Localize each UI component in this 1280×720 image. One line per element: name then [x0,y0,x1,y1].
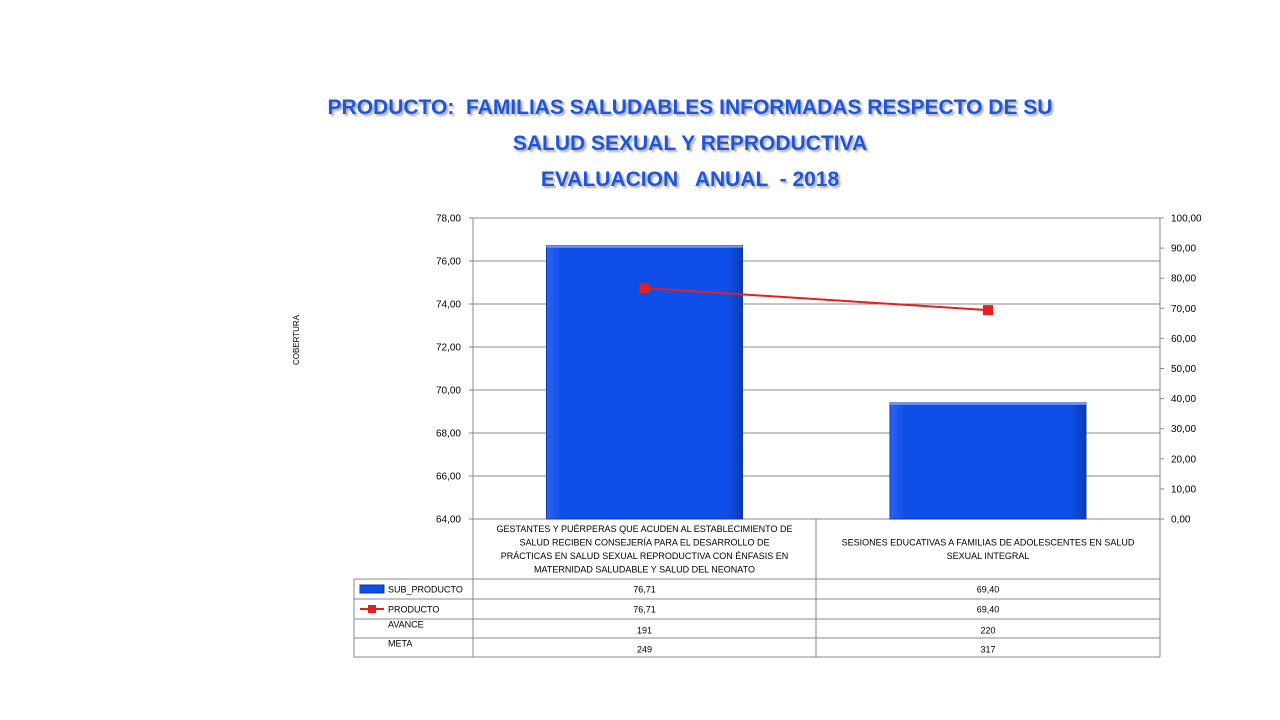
line-point-producto [983,305,993,316]
chart-title-line-1: PRODUCTO: FAMILIAS SALUDABLES INFORMADAS… [327,96,1053,119]
axes: 64,00 66,00 68,00 70,00 72,00 74,00 76,00 78,00… [436,214,1202,526]
table-cell-value: 191 [637,626,652,636]
x-category-label: MATERNIDAD SALUDABLE Y SALUD DEL NEONATO [534,564,755,574]
table-cell-value: 76,71 [633,605,656,615]
y-axis-label: COBERTURA [292,314,301,365]
line-producto [644,287,989,312]
table-row-name: SUB_PRODUCTO [388,585,463,595]
y-right-tick-label: 30,00 [1171,424,1196,435]
chart-title-line-3: EVALUACION ANUAL - 2018 [540,168,840,191]
y-right-tick-label: 20,00 [1171,454,1196,465]
legend-key-sub-producto [359,584,385,594]
y-right-tick-label: 70,00 [1171,304,1196,315]
x-category-label: SALUD RECIBEN CONSEJERÍA PARA EL DESARRO… [519,537,769,547]
x-category-label: GESTANTES Y PUÉRPERAS QUE ACUDEN AL ESTA… [497,524,793,534]
data-table: GESTANTES Y PUÉRPERAS QUE ACUDEN AL ESTA… [353,519,1161,658]
table-cell-value: 249 [637,645,652,655]
line-series [639,283,993,316]
bar-sub-producto [889,402,1087,520]
y-left-tick-label: 66,00 [436,472,461,483]
y-right-tick-label: 100,00 [1171,214,1202,225]
y-right-tick-label: 60,00 [1171,334,1196,345]
table-row-name: PRODUCTO [388,605,439,615]
chart-title-line-2: SALUD SEXUAL Y REPRODUCTIVA [512,132,868,155]
table-cell-value: 76,71 [633,585,656,595]
y-left-tick-label: 64,00 [436,515,461,526]
y-left-tick-label: 78,00 [436,214,461,225]
y-left-tick-label: 70,00 [436,386,461,397]
line-point-producto [639,283,650,294]
y-left-tick-label: 74,00 [436,300,461,311]
table-cell-value: 69,40 [977,605,1000,615]
y-right-tick-label: 0,00 [1171,515,1191,526]
x-category-label: SEXUAL INTEGRAL [947,551,1030,561]
table-cell-value: 317 [980,645,995,655]
y-left-tick-label: 72,00 [436,343,461,354]
x-category-label: PRÁCTICAS EN SALUD SEXUAL REPRODUCTIVA C… [501,551,789,561]
y-left-tick-label: 76,00 [436,257,461,268]
y-right-tick-label: 80,00 [1171,274,1196,285]
y-right-tick-label: 40,00 [1171,394,1196,405]
bars [546,245,1087,520]
y-right-tick-label: 90,00 [1171,244,1196,255]
table-cell-value: 220 [980,626,995,636]
table-row-name: AVANCE [388,620,424,630]
y-right-tick-label: 50,00 [1171,364,1196,375]
y-right-tick-label: 10,00 [1171,484,1196,495]
chart-title: PRODUCTO: FAMILIAS SALUDABLES INFORMADAS… [170,90,1210,198]
legend-key-producto-marker [368,605,376,613]
table-cell-value: 69,40 [977,585,1000,595]
table-row-name: META [388,639,412,649]
x-category-label: SESIONES EDUCATIVAS A FAMILIAS DE ADOLES… [842,537,1135,547]
y-left-tick-label: 68,00 [436,429,461,440]
